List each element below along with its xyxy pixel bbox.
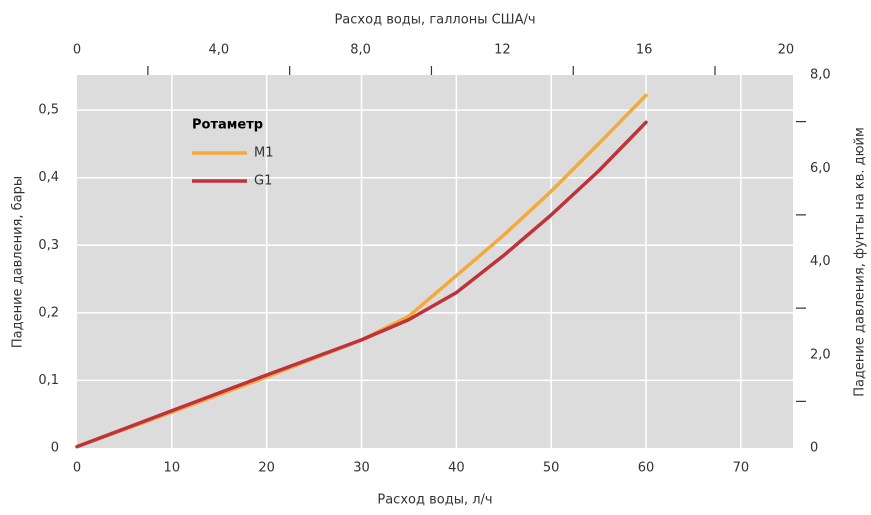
y2-tick-label: 8,0 — [810, 68, 831, 83]
y2-tick-label: 2,0 — [810, 347, 831, 362]
y-tick-label: 0 — [51, 441, 59, 456]
x2-tick-label: 4,0 — [208, 43, 229, 58]
x-tick-label: 40 — [448, 461, 465, 476]
x-tick-label: 10 — [164, 461, 181, 476]
y-tick-label: 0,2 — [38, 305, 59, 320]
x-tick-label: 30 — [353, 461, 370, 476]
series-line — [75, 120, 648, 449]
y2-tick-label: 6,0 — [810, 161, 831, 176]
x2-tick-label: 8,0 — [350, 43, 371, 58]
x2-tick-label: 0 — [73, 43, 81, 58]
y2-tick-label: 0 — [810, 441, 818, 456]
x2-tick-label: 12 — [494, 43, 511, 58]
y2-axis-label: Падение давления, фунты на кв. дюйм — [853, 127, 868, 397]
y-tick-label: 0,1 — [38, 373, 59, 388]
y2-tick-label: 4,0 — [810, 254, 831, 269]
plot-area — [77, 75, 793, 448]
x2-axis-label: Расход воды, галлоны США/ч — [334, 13, 535, 28]
x-tick-label: 60 — [638, 461, 655, 476]
legend-title: Ротаметр — [192, 118, 263, 133]
y-tick-label: 0,3 — [38, 238, 59, 253]
y-axis-label: Падение давления, бары — [11, 176, 26, 348]
x2-tick-label: 16 — [636, 43, 653, 58]
x-tick-label: 50 — [543, 461, 560, 476]
y-tick-label: 0,5 — [38, 103, 59, 118]
x-tick-label: 20 — [258, 461, 275, 476]
x-axis-label: Расход воды, л/ч — [377, 493, 492, 508]
x-tick-label: 70 — [733, 461, 750, 476]
legend-label: M1 — [254, 146, 274, 161]
x2-tick-label: 20 — [778, 43, 795, 58]
y-tick-label: 0,4 — [38, 170, 59, 185]
x-tick-label: 0 — [73, 461, 81, 476]
legend-label: G1 — [254, 174, 272, 189]
